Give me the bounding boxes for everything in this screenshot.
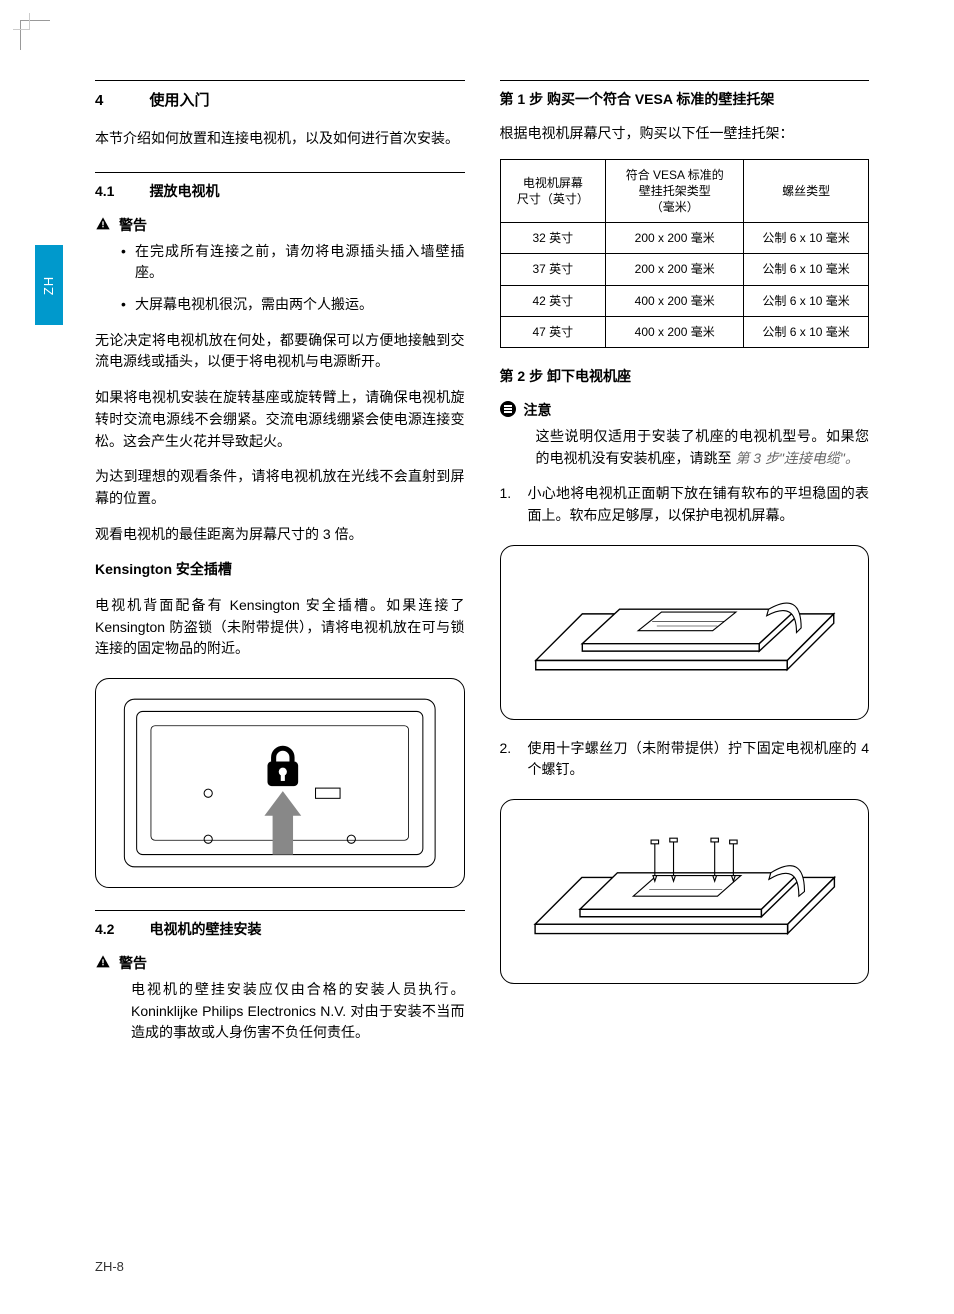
subsection-number: 4.2 [95, 921, 145, 937]
step-item: 使用十字螺丝刀（未附带提供）拧下固定电视机座的 4 个螺钉。 [500, 738, 870, 781]
note-label: 注意 [524, 400, 552, 420]
warning-header: 警告 [95, 215, 465, 235]
section-4-2-title: 4.2 电视机的壁挂安装 [95, 910, 465, 939]
note-reference: 第 3 步"连接电缆"。 [735, 450, 859, 466]
warning-icon [95, 216, 111, 232]
table-cell: 400 x 200 毫米 [606, 285, 744, 316]
table-cell: 32 英寸 [500, 223, 606, 254]
subsection-heading: 电视机的壁挂安装 [149, 921, 261, 937]
lay-flat-figure [500, 545, 870, 720]
warning-icon [95, 954, 111, 970]
unscrew-figure [500, 799, 870, 984]
table-row: 37 英寸200 x 200 毫米公制 6 x 10 毫米 [500, 254, 869, 285]
note-body: 这些说明仅适用于安装了机座的电视机型号。如果您的电视机没有安装机座，请跳至 第 … [500, 426, 870, 469]
subsection-heading: 摆放电视机 [149, 183, 219, 199]
note-icon [500, 401, 516, 417]
table-header: 符合 VESA 标准的 壁挂托架类型 （毫米） [606, 159, 744, 223]
kensington-illustration [108, 691, 452, 875]
vesa-table: 电视机屏幕 尺寸（英寸） 符合 VESA 标准的 壁挂托架类型 （毫米） 螺丝类… [500, 159, 870, 348]
table-cell: 200 x 200 毫米 [606, 223, 744, 254]
table-cell: 公制 6 x 10 毫米 [744, 285, 869, 316]
note-header: 注意 [500, 400, 870, 420]
warning-header: 警告 [95, 953, 465, 973]
table-header: 电视机屏幕 尺寸（英寸） [500, 159, 606, 223]
table-cell: 37 英寸 [500, 254, 606, 285]
warning-bullets: 在完成所有连接之前，请勿将电源插头插入墙壁插座。 大屏幕电视机很沉，需由两个人搬… [95, 241, 465, 316]
body-paragraph: 如果将电视机安装在旋转基座或旋转臂上，请确保电视机旋转时交流电源线不会绷紧。交流… [95, 387, 465, 452]
language-tab-label: ZH [42, 275, 57, 294]
section-number: 4 [95, 92, 145, 109]
step-list: 使用十字螺丝刀（未附带提供）拧下固定电视机座的 4 个螺钉。 [500, 738, 870, 781]
step1-intro: 根据电视机屏幕尺寸，购买以下任一壁挂托架： [500, 123, 870, 145]
body-paragraph: 无论决定将电视机放在何处，都要确保可以方便地接触到交流电源线或插头，以便于将电视… [95, 330, 465, 373]
table-cell: 42 英寸 [500, 285, 606, 316]
table-cell: 公制 6 x 10 毫米 [744, 254, 869, 285]
step2-heading: 第 2 步 卸下电视机座 [500, 366, 870, 386]
table-row: 47 英寸400 x 200 毫米公制 6 x 10 毫米 [500, 316, 869, 347]
kensington-heading: Kensington 安全插槽 [95, 559, 465, 581]
table-cell: 公制 6 x 10 毫米 [744, 316, 869, 347]
warning-body: 电视机的壁挂安装应仅由合格的安装人员执行。Koninklijke Philips… [95, 979, 465, 1044]
table-cell: 400 x 200 毫米 [606, 316, 744, 347]
body-paragraph: 观看电视机的最佳距离为屏幕尺寸的 3 倍。 [95, 524, 465, 546]
table-row: 32 英寸200 x 200 毫米公制 6 x 10 毫米 [500, 223, 869, 254]
table-row: 42 英寸400 x 200 毫米公制 6 x 10 毫米 [500, 285, 869, 316]
warning-item: 在完成所有连接之前，请勿将电源插头插入墙壁插座。 [135, 241, 465, 284]
left-column: 4 使用入门 本节介绍如何放置和连接电视机，以及如何进行首次安装。 4.1 摆放… [95, 80, 465, 1058]
step1-heading: 第 1 步 购买一个符合 VESA 标准的壁挂托架 [500, 80, 870, 109]
page-columns: 4 使用入门 本节介绍如何放置和连接电视机，以及如何进行首次安装。 4.1 摆放… [95, 80, 869, 1058]
section-4-title: 4 使用入门 [95, 80, 465, 110]
page-footer: ZH-8 [95, 1259, 124, 1274]
body-paragraph: 为达到理想的观看条件，请将电视机放在光线不会直射到屏幕的位置。 [95, 466, 465, 509]
table-cell: 47 英寸 [500, 316, 606, 347]
subsection-number: 4.1 [95, 183, 145, 199]
step-list: 小心地将电视机正面朝下放在铺有软布的平坦稳固的表面上。软布应足够厚，以保护电视机… [500, 483, 870, 526]
intro-paragraph: 本节介绍如何放置和连接电视机，以及如何进行首次安装。 [95, 128, 465, 150]
table-cell: 200 x 200 毫米 [606, 254, 744, 285]
step-item: 小心地将电视机正面朝下放在铺有软布的平坦稳固的表面上。软布应足够厚，以保护电视机… [500, 483, 870, 526]
warning-item: 大屏幕电视机很沉，需由两个人搬运。 [135, 294, 465, 316]
language-tab: ZH [35, 245, 63, 325]
right-column: 第 1 步 购买一个符合 VESA 标准的壁挂托架 根据电视机屏幕尺寸，购买以下… [500, 80, 870, 1058]
warning-label: 警告 [119, 953, 147, 973]
crop-mark [20, 20, 50, 50]
kensington-body: 电视机背面配备有 Kensington 安全插槽。如果连接了 Kensingto… [95, 595, 465, 660]
table-cell: 公制 6 x 10 毫米 [744, 223, 869, 254]
section-heading: 使用入门 [149, 92, 209, 109]
lay-flat-illustration [513, 558, 857, 707]
kensington-figure [95, 678, 465, 888]
warning-label: 警告 [119, 215, 147, 235]
unscrew-illustration [513, 812, 857, 971]
table-header: 螺丝类型 [744, 159, 869, 223]
section-4-1-title: 4.1 摆放电视机 [95, 172, 465, 201]
